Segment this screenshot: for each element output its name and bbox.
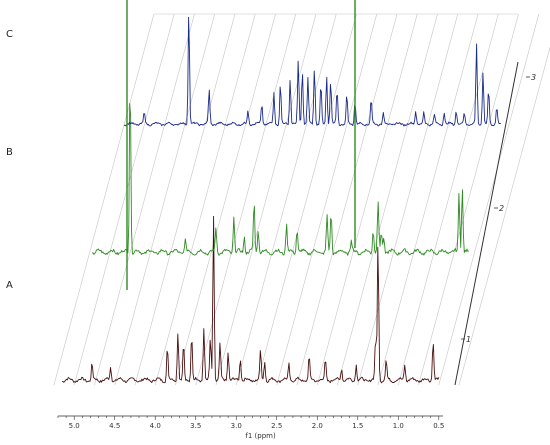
label-layer: A B C 1 2 3 5.0 4.5 4.0 3.5 3.0 2.5 2.0 1.5 1.0 0.5 f1 (…: [6, 29, 536, 440]
grid-line: [337, 13, 438, 386]
grid-line: [73, 13, 175, 386]
spectrum-trace-B: [91, 102, 469, 256]
stack-index-label: 1: [466, 335, 471, 344]
grid-line: [154, 13, 256, 386]
axis-layer: [57, 61, 530, 420]
x-axis-title: f1 (ppm): [245, 432, 276, 440]
x-tick-label: 2.0: [312, 422, 323, 430]
grid-line: [175, 13, 276, 386]
stack-index-label: 3: [531, 73, 536, 82]
x-tick-label: 5.0: [69, 422, 80, 430]
grid-line: [397, 13, 499, 386]
x-tick-label: 4.5: [109, 422, 120, 430]
trace-label-A: A: [6, 280, 13, 291]
grid-line: [235, 13, 337, 386]
x-tick-label: 3.0: [231, 422, 242, 430]
grid-line: [357, 13, 459, 386]
grid-line: [53, 13, 155, 386]
grid-line: [377, 13, 479, 386]
depth-axis-line: [454, 61, 519, 386]
grid-line: [296, 13, 398, 386]
grid-line: [94, 13, 195, 386]
grid-line: [276, 13, 378, 386]
x-tick-label: 1.0: [393, 422, 404, 430]
grid-line: [418, 13, 519, 386]
x-tick-label: 0.5: [433, 422, 444, 430]
x-tick-label: 4.0: [150, 422, 161, 430]
grid-line: [256, 13, 357, 386]
stack-index-label: 2: [499, 204, 504, 213]
grid-line: [114, 13, 216, 386]
grid-line: [134, 13, 236, 386]
grid-layer: [53, 13, 550, 386]
x-tick-label: 2.5: [271, 422, 282, 430]
grid-line: [438, 13, 540, 386]
x-tick-label: 3.5: [190, 422, 201, 430]
grid-line: [215, 13, 317, 386]
grid-line: [195, 13, 297, 386]
trace-layer: [62, 0, 501, 384]
trace-label-C: C: [6, 29, 13, 40]
spectrum-trace-A: [62, 215, 440, 384]
grid-line: [458, 46, 550, 386]
spectrum-trace-C: [123, 16, 501, 127]
grid-line: [316, 13, 418, 386]
x-tick-label: 1.5: [352, 422, 363, 430]
trace-label-B: B: [6, 147, 13, 158]
